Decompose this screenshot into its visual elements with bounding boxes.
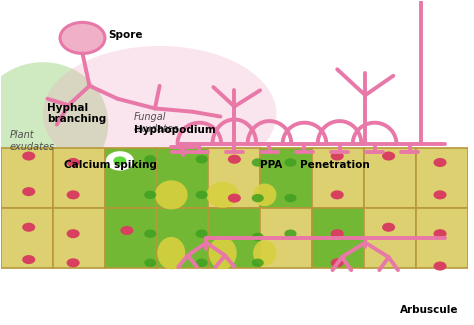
Circle shape — [331, 190, 344, 200]
Circle shape — [22, 151, 35, 161]
Circle shape — [434, 158, 447, 167]
FancyBboxPatch shape — [156, 148, 209, 208]
FancyBboxPatch shape — [416, 208, 468, 268]
Circle shape — [196, 155, 208, 163]
FancyBboxPatch shape — [260, 148, 312, 208]
Circle shape — [144, 259, 156, 267]
Text: Penetration: Penetration — [300, 160, 370, 170]
FancyBboxPatch shape — [364, 208, 416, 268]
Ellipse shape — [0, 62, 108, 185]
FancyBboxPatch shape — [53, 148, 105, 208]
Text: Hyphal
branching: Hyphal branching — [47, 103, 107, 124]
Circle shape — [144, 191, 156, 199]
Ellipse shape — [253, 184, 276, 206]
FancyBboxPatch shape — [312, 148, 364, 208]
FancyBboxPatch shape — [209, 208, 260, 268]
Circle shape — [331, 258, 344, 267]
Text: Spore: Spore — [108, 30, 143, 40]
Text: PPA: PPA — [260, 160, 283, 170]
Circle shape — [196, 191, 208, 199]
FancyBboxPatch shape — [53, 208, 105, 268]
FancyBboxPatch shape — [416, 148, 468, 208]
FancyBboxPatch shape — [364, 148, 416, 208]
Circle shape — [106, 151, 134, 171]
Circle shape — [66, 158, 80, 167]
FancyBboxPatch shape — [209, 148, 260, 208]
Ellipse shape — [209, 237, 237, 269]
Ellipse shape — [43, 46, 276, 182]
Text: Arbuscule: Arbuscule — [401, 305, 459, 315]
Circle shape — [113, 156, 127, 165]
Ellipse shape — [157, 237, 185, 269]
Circle shape — [331, 151, 344, 161]
Circle shape — [284, 194, 297, 202]
FancyBboxPatch shape — [312, 208, 364, 268]
Circle shape — [252, 194, 264, 202]
Circle shape — [434, 229, 447, 238]
Circle shape — [22, 187, 35, 196]
Circle shape — [66, 190, 80, 200]
FancyBboxPatch shape — [156, 208, 209, 268]
Ellipse shape — [253, 240, 276, 266]
Text: Hyphopodium: Hyphopodium — [134, 125, 216, 135]
Circle shape — [144, 229, 156, 238]
Text: Plant
exudates: Plant exudates — [10, 130, 55, 152]
Circle shape — [252, 158, 264, 167]
Circle shape — [434, 190, 447, 200]
Circle shape — [66, 229, 80, 238]
Circle shape — [382, 223, 395, 232]
FancyBboxPatch shape — [260, 208, 312, 268]
Text: Calcium spiking: Calcium spiking — [64, 160, 157, 170]
Circle shape — [66, 258, 80, 267]
Circle shape — [196, 259, 208, 267]
Circle shape — [434, 262, 447, 271]
Ellipse shape — [155, 180, 188, 209]
Circle shape — [22, 223, 35, 232]
Text: Fungal
exudates: Fungal exudates — [134, 112, 179, 134]
Circle shape — [228, 194, 241, 202]
Circle shape — [284, 158, 297, 167]
Circle shape — [382, 151, 395, 161]
Circle shape — [144, 155, 156, 163]
Circle shape — [331, 229, 344, 238]
Circle shape — [196, 229, 208, 238]
Circle shape — [228, 155, 241, 164]
FancyBboxPatch shape — [105, 208, 156, 268]
Ellipse shape — [206, 182, 239, 208]
FancyBboxPatch shape — [0, 148, 53, 208]
Circle shape — [252, 259, 264, 267]
Circle shape — [252, 233, 264, 241]
Circle shape — [60, 22, 105, 53]
Circle shape — [22, 255, 35, 264]
FancyBboxPatch shape — [0, 208, 53, 268]
Circle shape — [120, 226, 133, 235]
FancyBboxPatch shape — [105, 148, 156, 208]
Circle shape — [284, 229, 297, 238]
